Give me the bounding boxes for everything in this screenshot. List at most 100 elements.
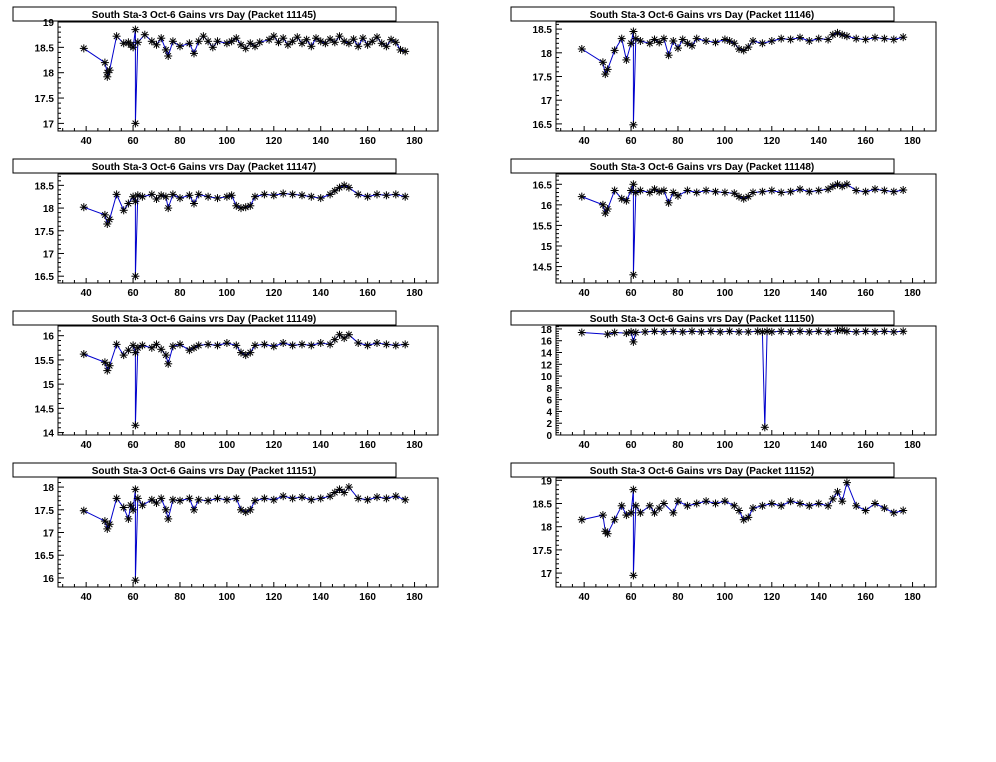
data-point [735,506,743,515]
data-point [131,421,140,430]
data-point [767,37,776,45]
data-point [711,187,720,196]
data-point [814,499,823,508]
y-tick-label: 17 [541,569,553,580]
data-point [692,34,701,43]
y-tick-label: 18 [541,49,553,60]
data-point [382,340,391,349]
data-point [645,39,654,48]
data-point [899,506,908,515]
data-point [344,330,353,339]
data-point [79,44,88,53]
data-point [237,40,245,49]
data-point [655,38,664,47]
data-point [577,45,586,53]
data-point [622,55,631,64]
data-point [176,42,184,51]
x-tick-label: 140 [312,440,329,451]
data-point [861,327,870,336]
data-point [629,180,638,189]
data-point [716,327,725,336]
data-point [204,496,213,505]
data-point [659,499,668,508]
data-point [344,183,353,192]
data-point [777,327,786,336]
y-tick-label: 18 [43,204,55,215]
data-point [194,495,203,504]
data-point [255,38,264,47]
data-point [842,327,851,336]
plot-area: 40 60 80 100 120 140 160 180 17 17.5 18 18.5 19 [533,476,937,603]
data-point [838,497,847,506]
data-point [307,495,316,504]
y-tick-label: 15.5 [533,221,553,232]
panel-title: South Sta-3 Oct-6 Gains vrs Day (Packet … [590,466,815,477]
data-point [112,494,121,503]
data-point [725,327,734,336]
data-point [358,34,367,43]
data-point [828,494,837,503]
y-tick-label: 0 [546,431,552,442]
x-tick-label: 140 [810,136,827,147]
panel-packet-11145: South Sta-3 Oct-6 Gains vrs Day (Packet … [12,6,439,147]
data-point [131,272,140,281]
data-point [852,34,861,43]
data-point [131,25,140,34]
x-tick-label: 100 [717,288,734,299]
data-point [610,515,619,524]
x-tick-label: 100 [219,288,236,299]
data-point [105,66,114,75]
data-point [669,37,678,45]
data-point [161,192,170,201]
data-point [131,485,140,494]
data-point [749,37,757,45]
data-point [629,120,638,129]
data-point [168,190,177,199]
data-point [767,327,776,336]
data-point [246,505,255,514]
data-point [213,341,222,350]
data-point [326,190,335,199]
data-point [129,505,138,514]
data-point [152,340,161,349]
panel-packet-11151: South Sta-3 Oct-6 Gains vrs Day (Packet … [12,462,439,603]
data-point [899,33,908,42]
x-tick-label: 40 [579,440,591,451]
y-tick-label: 10 [541,372,553,383]
plot-frame [57,21,439,132]
data-point [627,39,636,48]
data-point [889,508,898,517]
data-point [204,340,213,349]
data-point [659,327,668,336]
data-point [344,483,353,492]
data-point [190,505,198,514]
x-tick-label: 180 [406,136,423,147]
data-point [335,330,344,339]
data-point [636,37,645,45]
data-point [577,328,586,337]
data-point [227,37,236,46]
y-tick-label: 16 [43,332,55,343]
x-tick-label: 140 [312,288,329,299]
data-point [744,43,753,52]
data-point [100,210,109,219]
data-point [641,327,650,336]
x-tick-label: 120 [763,288,780,299]
data-point [168,37,177,46]
data-point [222,495,231,504]
x-tick-label: 120 [265,288,282,299]
data-point [629,270,638,279]
data-point [711,38,720,47]
data-point [889,35,898,44]
data-point [401,340,410,349]
x-tick-label: 60 [625,592,637,603]
data-point [683,39,692,48]
data-point [293,33,302,42]
data-point [678,327,687,336]
data-point [730,189,739,198]
panel-title: South Sta-3 Oct-6 Gains vrs Day (Packet … [92,10,317,21]
x-tick-label: 100 [717,592,734,603]
data-point [232,341,241,350]
x-tick-label: 160 [857,440,874,451]
